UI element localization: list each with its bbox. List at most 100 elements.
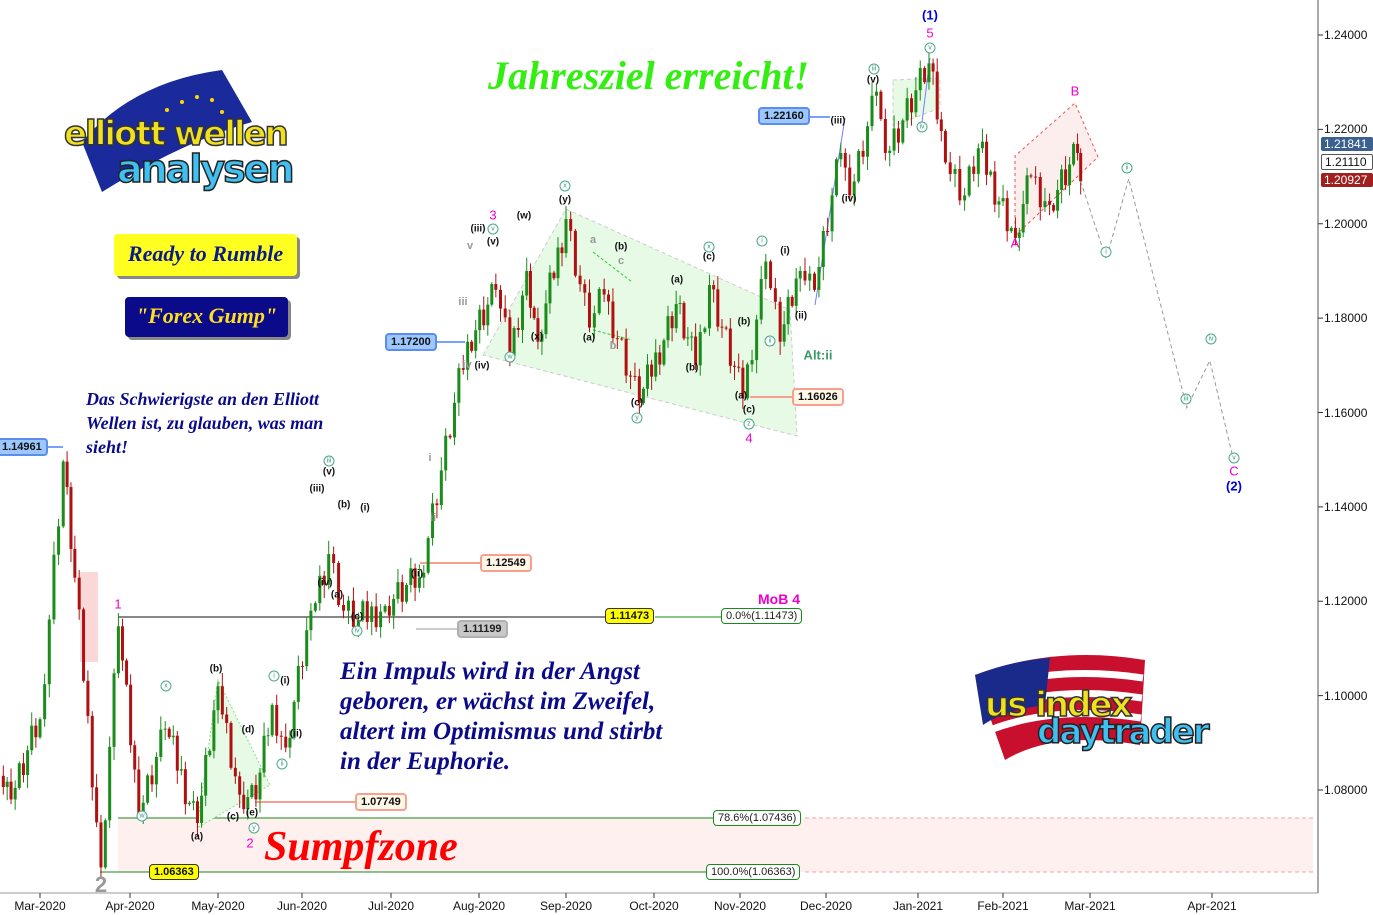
candle xyxy=(641,388,645,404)
candle xyxy=(490,284,494,305)
candle xyxy=(662,340,666,365)
candle xyxy=(548,272,552,304)
candle xyxy=(759,278,763,320)
candle xyxy=(1,775,5,788)
candle xyxy=(73,548,77,578)
candle xyxy=(154,756,158,785)
candle xyxy=(120,626,124,661)
candle xyxy=(69,487,73,549)
wave-label-black: (a) xyxy=(330,589,344,601)
candle xyxy=(686,337,690,339)
candle xyxy=(834,159,838,196)
candle xyxy=(322,575,326,585)
candle xyxy=(318,575,322,604)
candle xyxy=(790,296,794,306)
y-tick-label: 1.18000 xyxy=(1324,311,1368,326)
wave-label-circled: iii xyxy=(323,455,335,467)
candle xyxy=(47,619,51,685)
candle xyxy=(103,820,107,868)
candle xyxy=(1079,152,1083,182)
quote-line: in der Euphorie. xyxy=(340,748,511,775)
wave-label-circled: v xyxy=(924,42,936,54)
candle xyxy=(755,319,759,361)
candle xyxy=(694,336,698,366)
candle xyxy=(108,746,112,821)
wave-label-black: (a) xyxy=(734,390,748,402)
headline: Jahresziel erreicht! xyxy=(488,53,810,98)
candle xyxy=(980,141,984,149)
candle xyxy=(26,750,30,775)
candle xyxy=(461,368,465,370)
y-tick-label: 1.22000 xyxy=(1324,122,1368,137)
candle xyxy=(61,461,65,527)
wave-label-major: 5 xyxy=(926,25,934,41)
candle xyxy=(1043,201,1047,208)
x-tick-label: Jun-2020 xyxy=(276,899,328,913)
fib-title: MoB 4 xyxy=(758,591,800,607)
candle xyxy=(716,289,720,327)
wave-label-black: (c) xyxy=(350,611,364,623)
candle xyxy=(396,582,400,599)
us-flag-icon xyxy=(975,655,1145,760)
wave-label-major: 3 xyxy=(489,207,497,223)
candle xyxy=(292,701,296,738)
x-tick-label: Oct-2020 xyxy=(629,899,679,913)
candle xyxy=(997,201,1001,205)
candle xyxy=(466,341,470,370)
candle xyxy=(482,309,486,326)
candle xyxy=(327,554,331,585)
candle xyxy=(927,63,931,83)
fib-tag: 0.0%(1.11473) xyxy=(721,608,803,624)
candle xyxy=(1025,175,1029,204)
candle xyxy=(17,763,21,788)
candle xyxy=(931,63,935,72)
quote-top: Das Schwierigste an den Elliott Wellen is… xyxy=(86,387,323,459)
wave-label-black: (v) xyxy=(866,74,880,86)
logo-text: us index xyxy=(984,684,1133,726)
alt-label: Alt:ii xyxy=(803,347,833,363)
wave-label-black: (d) xyxy=(241,724,255,736)
candle xyxy=(597,289,601,314)
candle xyxy=(857,150,861,182)
wave-label-black: (iii) xyxy=(309,483,325,495)
wave-label-major: 4 xyxy=(745,430,753,446)
x-tick-label: Apr-2021 xyxy=(1187,899,1237,913)
candle xyxy=(532,307,536,319)
candle xyxy=(284,736,288,748)
candle xyxy=(342,605,346,611)
candle xyxy=(422,572,426,578)
candle xyxy=(21,763,25,775)
candle xyxy=(879,91,883,119)
candle xyxy=(923,68,927,83)
candle xyxy=(637,376,641,404)
candle xyxy=(592,313,596,328)
candle xyxy=(967,166,971,196)
candle xyxy=(9,781,13,800)
wave-label-black: (c) xyxy=(742,404,756,416)
candle xyxy=(242,794,246,810)
candle xyxy=(361,601,365,621)
candle xyxy=(1048,201,1052,205)
candle xyxy=(167,728,171,738)
x-tick-label: Feb-2021 xyxy=(977,899,1029,913)
wave-label-black: (e) xyxy=(245,807,259,819)
y-tick-label: 1.14000 xyxy=(1324,499,1368,514)
wave-label-black: (i) xyxy=(280,675,290,687)
wave-label-major: B xyxy=(1070,83,1080,99)
candle xyxy=(918,68,922,91)
fib-tag: 78.6%(1.07436) xyxy=(713,810,802,826)
candle xyxy=(1029,175,1033,177)
sub-channel xyxy=(592,251,633,283)
wave-label-circled: i xyxy=(756,235,768,247)
candle xyxy=(431,503,435,539)
wave-label-black: (ii) xyxy=(289,728,303,740)
candle xyxy=(682,303,686,339)
sumpfzone-band xyxy=(118,818,1313,872)
candle xyxy=(808,273,812,281)
price-tag: 1.17200 xyxy=(385,333,437,351)
wave-label-black: (v) xyxy=(486,236,500,248)
candle xyxy=(778,301,782,342)
candle xyxy=(528,270,532,308)
wave-label-black: (iii) xyxy=(470,223,486,235)
candle xyxy=(225,714,229,723)
